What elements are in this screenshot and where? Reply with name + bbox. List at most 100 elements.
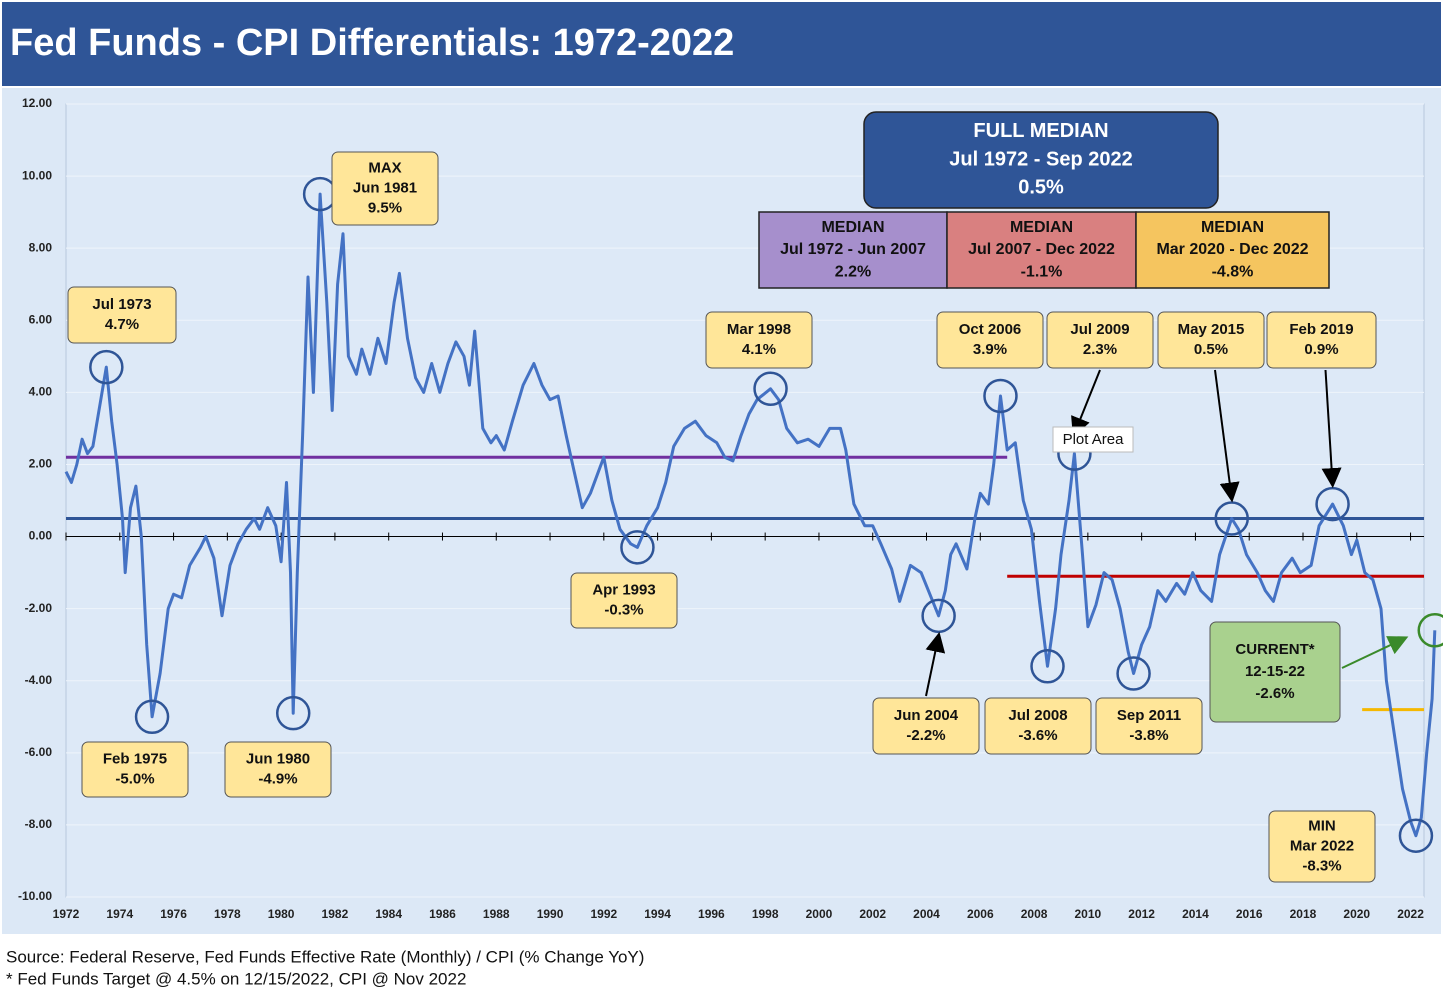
point-marker: [1214, 501, 1249, 536]
annotation-label: Jul 2008: [1008, 707, 1067, 724]
y-tick-label: -10.00: [18, 889, 52, 903]
arrow: [1341, 636, 1409, 669]
tooltip-box: [1052, 426, 1134, 453]
annotation-label: Apr 1993: [592, 581, 655, 598]
y-tick-label: 12.00: [22, 96, 52, 110]
annotation-box: [1046, 311, 1154, 369]
annotation-box: [1095, 697, 1203, 755]
annotation-box: [984, 697, 1092, 755]
x-tick-label: 2012: [1128, 907, 1155, 921]
annotation-label: Jul 1973: [92, 296, 151, 313]
tooltip-text: Plot Area: [1063, 431, 1125, 448]
annotation-label: Jun 2004: [894, 707, 959, 724]
annotation-box: [331, 151, 439, 226]
annotation-box: [1157, 311, 1265, 369]
x-tick-label: 2004: [913, 907, 940, 921]
x-tick-label: 2008: [1021, 907, 1048, 921]
point-marker: [1315, 486, 1350, 522]
y-tick-label: -6.00: [25, 745, 53, 759]
y-tick-label: 8.00: [29, 240, 53, 254]
point-marker: [134, 699, 170, 735]
annotation-label: Jul 2009: [1070, 321, 1129, 338]
x-tick-label: 1976: [160, 907, 187, 921]
annotation-label: 4.7%: [105, 316, 139, 333]
x-tick-label: 2000: [806, 907, 833, 921]
x-tick-label: 1998: [752, 907, 779, 921]
annotation-label: Sep 2011: [1117, 707, 1181, 724]
point-marker: [983, 378, 1018, 414]
y-tick-label: -2.00: [25, 601, 53, 615]
annotation-label: Feb 1975: [103, 750, 167, 767]
x-tick-label: 1972: [53, 907, 80, 921]
y-tick-label: 6.00: [29, 312, 53, 326]
annotation-label: -2.2%: [906, 727, 945, 744]
median-label: -1.1%: [1021, 264, 1063, 281]
chart-title: Fed Funds - CPI Differentials: 1972-2022: [10, 22, 734, 64]
data-line: [64, 192, 1437, 838]
x-tick-label: 1992: [590, 907, 617, 921]
point-marker: [620, 530, 655, 565]
annotation-label: -8.3%: [1302, 857, 1341, 874]
annotation-label: CURRENT*: [1235, 641, 1314, 658]
point-marker: [921, 598, 956, 634]
point-marker: [1398, 818, 1434, 853]
annotation-box: [872, 697, 980, 755]
x-tick-label: 2020: [1343, 907, 1370, 921]
y-tick-label: 10.00: [22, 168, 52, 182]
x-tick-label: 2002: [859, 907, 886, 921]
source-note: Source: Federal Reserve, Fed Funds Effec…: [6, 947, 644, 966]
annotation-box: [224, 741, 332, 798]
point-marker: [89, 349, 124, 385]
annotation-label: -5.0%: [115, 770, 154, 787]
point-marker: [1417, 613, 1443, 648]
x-tick-label: 1974: [106, 907, 133, 921]
median-label: MEDIAN: [1010, 219, 1073, 236]
x-tick-label: 1990: [537, 907, 564, 921]
median-label: -4.8%: [1212, 264, 1254, 281]
annotation-label: -3.6%: [1018, 727, 1057, 744]
median-label: MEDIAN: [821, 219, 884, 236]
point-marker: [1116, 656, 1151, 691]
x-tick-label: 1996: [698, 907, 725, 921]
annotation-label: 3.9%: [973, 341, 1007, 358]
arrow: [1321, 369, 1342, 489]
annotation-box: [936, 311, 1044, 369]
title-bar: [2, 2, 1441, 86]
annotation-label: Feb 2019: [1289, 321, 1353, 338]
x-tick-label: 2010: [1075, 907, 1102, 921]
x-tick-label: 1994: [644, 907, 671, 921]
annotation-label: -2.6%: [1255, 685, 1294, 702]
median-label: 0.5%: [1018, 177, 1064, 199]
median-label: MEDIAN: [1201, 219, 1264, 236]
annotation-label: -0.3%: [604, 601, 643, 618]
annotation-box: [67, 286, 177, 344]
x-tick-label: 2016: [1236, 907, 1263, 921]
x-tick-label: 1984: [375, 907, 402, 921]
annotation-label: Jun 1980: [246, 750, 310, 767]
annotation-box: [570, 572, 678, 629]
annotation-label: MIN: [1308, 817, 1336, 834]
y-tick-label: 0.00: [29, 529, 53, 543]
x-tick-label: 1986: [429, 907, 456, 921]
annotation-label: 12-15-22: [1245, 663, 1305, 680]
arrow: [1214, 369, 1240, 503]
median-label: Jul 2007 - Dec 2022: [968, 241, 1115, 258]
y-tick-label: -4.00: [25, 673, 53, 687]
annotation-label: 0.5%: [1194, 341, 1228, 358]
point-marker: [275, 695, 311, 731]
point-marker: [1030, 649, 1065, 684]
annotation-label: MAX: [368, 159, 401, 176]
x-tick-label: 2006: [967, 907, 994, 921]
x-tick-label: 2014: [1182, 907, 1209, 921]
annotation-label: 2.3%: [1083, 341, 1117, 358]
arrow: [925, 631, 946, 697]
median-box: [863, 111, 1219, 209]
annotation-label: -4.9%: [258, 770, 297, 787]
annotation-label: 9.5%: [368, 199, 402, 216]
annotation-label: -3.8%: [1129, 727, 1168, 744]
x-tick-label: 1980: [268, 907, 295, 921]
annotation-label: May 2015: [1178, 321, 1245, 338]
annotation-box: [1268, 810, 1376, 883]
x-tick-label: 2018: [1290, 907, 1317, 921]
annotation-box: [705, 311, 813, 369]
